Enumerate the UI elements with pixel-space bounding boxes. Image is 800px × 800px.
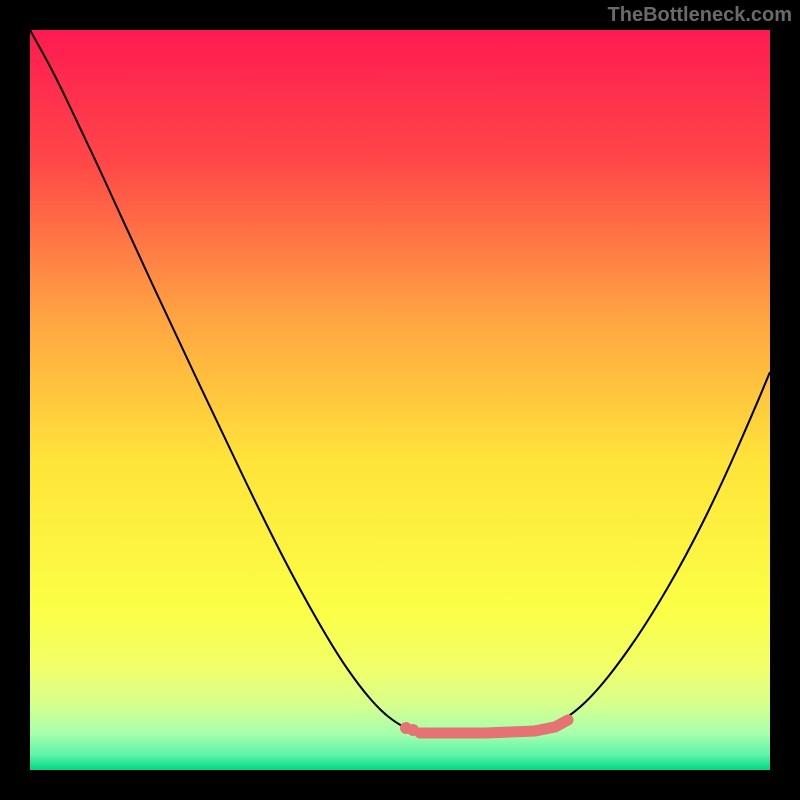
highlight-dots xyxy=(400,722,419,736)
watermark-text: TheBottleneck.com xyxy=(608,4,792,27)
bottleneck-curve xyxy=(30,30,770,733)
curve-layer xyxy=(30,30,770,770)
highlight-segment xyxy=(420,720,568,733)
plot-area xyxy=(30,30,770,770)
chart-container: TheBottleneck.com xyxy=(0,0,800,800)
